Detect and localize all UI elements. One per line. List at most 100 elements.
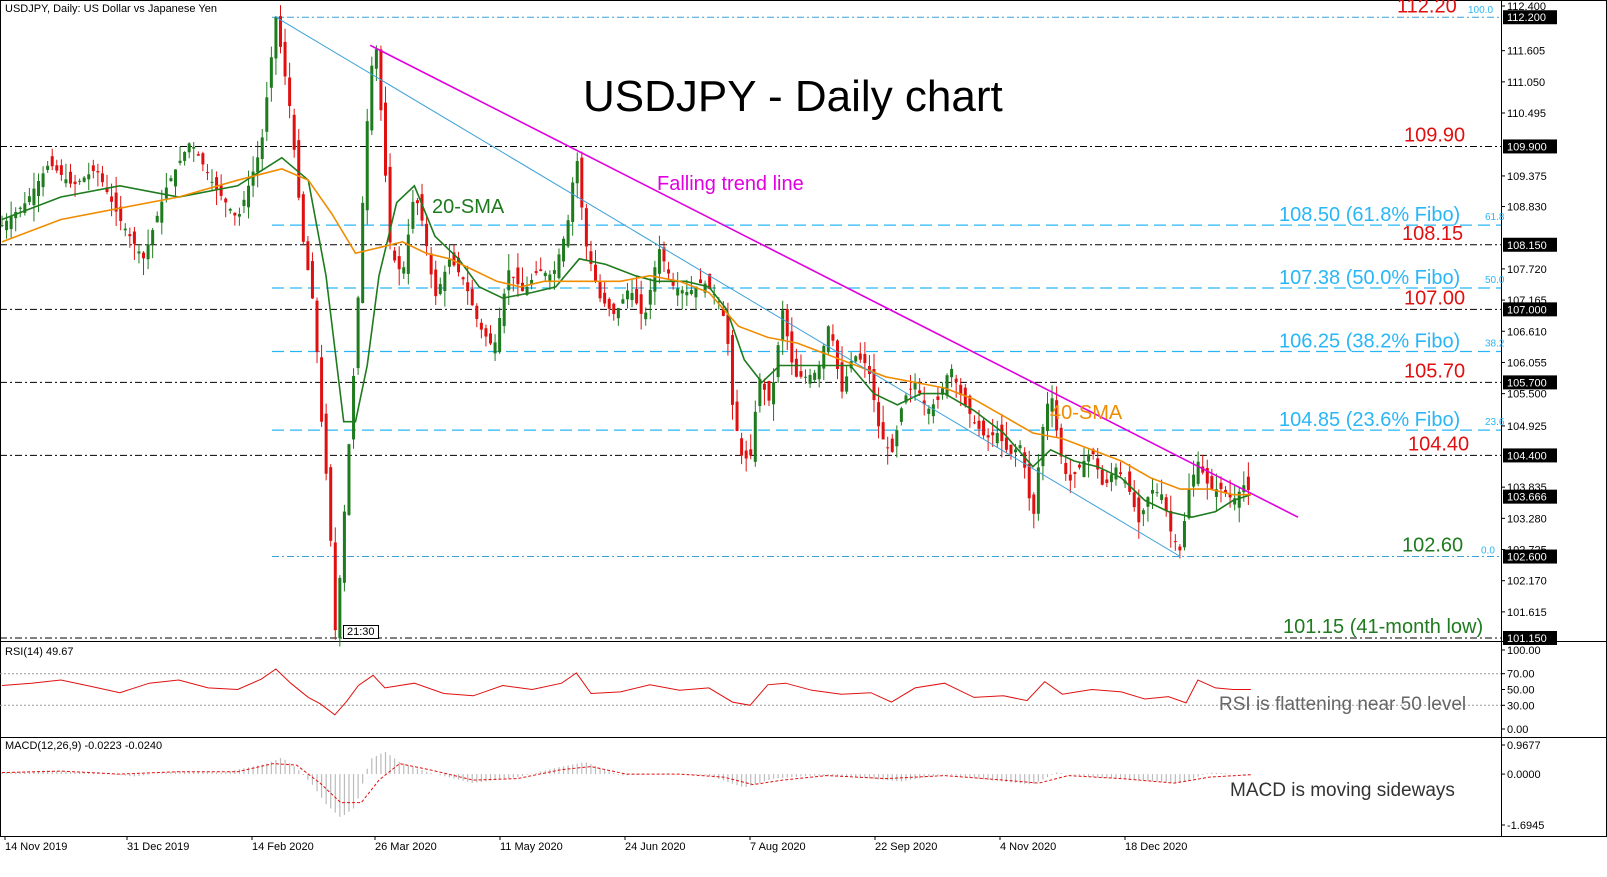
candle-body bbox=[899, 408, 903, 422]
candle-body bbox=[1082, 460, 1086, 478]
candle-body bbox=[1242, 485, 1246, 493]
sma20-label: 20-SMA bbox=[432, 196, 505, 218]
candle-body bbox=[1091, 449, 1095, 455]
candle-body bbox=[511, 276, 515, 278]
candle-body bbox=[201, 153, 205, 165]
candle-body bbox=[1114, 467, 1118, 480]
candle-body bbox=[123, 228, 127, 231]
candle-body bbox=[1210, 476, 1214, 490]
time-tick-label: 18 Dec 2020 bbox=[1125, 841, 1187, 853]
candle-body bbox=[466, 282, 470, 292]
macd-signal bbox=[1, 763, 1251, 804]
price-tick-label: 110.495 bbox=[1507, 108, 1546, 120]
price-tick-label: 101.615 bbox=[1507, 607, 1547, 619]
rsi-tick-label: 100.00 bbox=[1507, 645, 1541, 657]
candle-body bbox=[557, 254, 561, 279]
candle-body bbox=[73, 181, 77, 185]
candle-body bbox=[374, 49, 378, 69]
candle-body bbox=[945, 375, 949, 396]
candle-body bbox=[525, 286, 529, 295]
candle-body bbox=[429, 253, 433, 275]
candle-body bbox=[0, 225, 4, 227]
candle-body bbox=[726, 314, 730, 344]
rsi-line bbox=[1, 668, 1251, 716]
candle-body bbox=[434, 269, 438, 297]
time-tick-label: 26 Mar 2020 bbox=[375, 841, 437, 853]
candle-body bbox=[183, 152, 187, 161]
price-axis: 112.400 111.605 111.050 110.495 109.375 108.8… bbox=[1501, 1, 1557, 645]
candle-body bbox=[420, 194, 424, 221]
fibo-label: 106.25 (38.2% Fibo) bbox=[1279, 330, 1460, 352]
fibo-ratio: 61.8 bbox=[1485, 212, 1505, 223]
candle-body bbox=[215, 177, 219, 190]
price-highlight bbox=[1503, 448, 1557, 463]
candle-body bbox=[228, 208, 232, 211]
candle-body bbox=[452, 252, 456, 266]
price-tick-label: 105.500 bbox=[1507, 389, 1547, 401]
candle-body bbox=[918, 390, 922, 394]
candle-body bbox=[1132, 492, 1136, 508]
trend-lines bbox=[275, 16, 1299, 557]
macd-tick-label: -1.6945 bbox=[1507, 820, 1544, 832]
candle-body bbox=[799, 371, 803, 377]
time-tick-label: 14 Feb 2020 bbox=[252, 841, 314, 853]
candle-body bbox=[950, 368, 954, 378]
candle-body bbox=[50, 156, 54, 167]
candle-body bbox=[5, 220, 9, 231]
candle-body bbox=[635, 289, 639, 304]
candle-body bbox=[762, 383, 766, 390]
candle-body bbox=[890, 438, 894, 452]
candle-body bbox=[854, 356, 858, 362]
candle-body bbox=[516, 267, 520, 285]
candle-body bbox=[105, 187, 109, 192]
candle-body bbox=[621, 299, 625, 304]
time-tick-label: 4 Nov 2020 bbox=[1000, 841, 1056, 853]
time-tick-label: 24 Jun 2020 bbox=[625, 841, 686, 853]
series-line bbox=[1, 168, 1251, 496]
moving-averages bbox=[1, 156, 1252, 519]
candle-body bbox=[347, 444, 351, 515]
candle-body bbox=[242, 199, 246, 207]
candle-body bbox=[224, 198, 228, 203]
candle-body bbox=[571, 182, 575, 222]
fibo-label: 104.85 (23.6% Fibo) bbox=[1279, 409, 1460, 431]
candle-body bbox=[904, 395, 908, 403]
candle-body bbox=[283, 41, 287, 77]
candle-body bbox=[845, 376, 849, 392]
candle-body bbox=[1032, 494, 1036, 514]
candle-body bbox=[831, 334, 835, 341]
candle-body bbox=[639, 294, 643, 314]
candle-body bbox=[653, 267, 657, 292]
candle-body bbox=[1233, 498, 1237, 505]
candle-body bbox=[114, 192, 118, 212]
candle-body bbox=[247, 185, 251, 208]
candle-body bbox=[909, 388, 913, 390]
rsi-tick-label: 30.00 bbox=[1507, 700, 1535, 712]
candle-body bbox=[306, 241, 310, 271]
candle-body bbox=[1246, 476, 1250, 490]
candle-body bbox=[265, 97, 269, 132]
price-highlight-label: 112.200 bbox=[1507, 12, 1546, 24]
candle-body bbox=[9, 216, 13, 230]
candle-body bbox=[18, 207, 22, 209]
candle-body bbox=[146, 244, 150, 260]
candle-body bbox=[808, 374, 812, 384]
candle-body bbox=[1009, 444, 1013, 454]
candle-body bbox=[954, 378, 958, 382]
price-highlight-label: 102.600 bbox=[1507, 552, 1547, 564]
candle-body bbox=[210, 181, 214, 183]
candle-body bbox=[767, 380, 771, 401]
candle-body bbox=[863, 354, 867, 364]
candle-body bbox=[155, 215, 159, 223]
candle-body bbox=[425, 223, 429, 247]
candle-body bbox=[877, 402, 881, 427]
candle-body bbox=[1178, 546, 1182, 551]
fibo-ratio: 50.0 bbox=[1485, 275, 1505, 286]
price-tick-label: 111.605 bbox=[1507, 46, 1545, 58]
candle-body bbox=[27, 196, 31, 203]
candle-body bbox=[256, 157, 260, 173]
candle-body bbox=[986, 435, 990, 438]
candle-body bbox=[927, 408, 931, 414]
candle-body bbox=[1000, 424, 1004, 442]
macd-note: MACD is moving sideways bbox=[1230, 780, 1455, 801]
